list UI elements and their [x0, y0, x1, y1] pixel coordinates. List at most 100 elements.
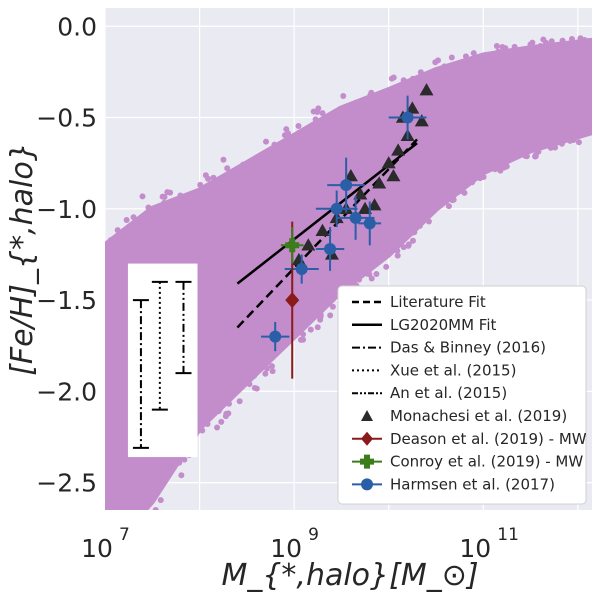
cloud-point [537, 42, 544, 49]
cloud-point [313, 125, 320, 132]
monachesi-point [315, 223, 330, 236]
cloud-point [462, 53, 469, 60]
cloud-point [263, 151, 270, 158]
cloud-point [288, 137, 295, 144]
harmsen-point [330, 202, 343, 215]
monachesi-point [386, 168, 401, 182]
cloud-point [499, 49, 506, 56]
harmsen-point [324, 242, 337, 255]
cloud-point [532, 153, 539, 160]
cloud-point [568, 35, 575, 42]
cloud-point [586, 41, 592, 48]
cloud-point [307, 326, 314, 333]
cloud-point [522, 47, 529, 54]
cloud-band [105, 37, 592, 510]
legend-label: Conroy et al. (2019) - MW [390, 453, 583, 471]
cloud-point [408, 229, 415, 236]
cloud-point [349, 105, 356, 112]
cloud-point [384, 250, 391, 257]
legend-label: LG2020MM Fit [390, 316, 497, 334]
monachesi-point [343, 168, 358, 182]
cloud-point [271, 141, 278, 148]
legend-box [337, 285, 587, 505]
cloud-point [263, 365, 270, 372]
harmsen-point [340, 179, 353, 192]
cloud-point [400, 244, 407, 251]
legend-label: Monachesi et al. (2019) [390, 407, 567, 425]
cloud-point [405, 242, 412, 249]
cloud-point [161, 212, 168, 219]
cloud-point [523, 153, 530, 160]
cloud-point [300, 336, 307, 343]
cloud-point [157, 497, 164, 504]
cloud-point [438, 194, 445, 201]
x-tick-label: 10 [270, 534, 302, 563]
cloud-point [130, 214, 137, 221]
y-tick-label: −2.5 [36, 469, 97, 498]
cloud-point [449, 197, 456, 204]
cloud-point [444, 195, 451, 202]
cloud-point [328, 117, 335, 124]
cloud-point [558, 140, 565, 147]
cloud-point [412, 218, 419, 225]
legend-marker [361, 431, 373, 446]
cloud-point [417, 69, 424, 76]
cloud-point [492, 166, 499, 173]
cloud-point [118, 554, 124, 560]
simulated-halo-cloud [103, 35, 592, 576]
cloud-point [495, 48, 502, 55]
cloud-point [224, 165, 231, 172]
cloud-point [403, 229, 410, 236]
harmsen-point [363, 217, 376, 230]
cloud-point [246, 381, 253, 388]
cloud-point [380, 93, 387, 100]
cloud-point [563, 132, 570, 139]
monachesi-point [367, 198, 382, 211]
legend-label: Xue et al. (2015) [390, 361, 516, 379]
cloud-point [552, 144, 559, 151]
legend-marker [361, 410, 373, 421]
cloud-point [452, 65, 459, 72]
cloud-point [154, 217, 161, 224]
cloud-point [268, 363, 275, 370]
deason-point [285, 292, 300, 309]
cloud-point [158, 469, 165, 476]
legend-label: Harmsen et al. (2017) [390, 475, 555, 493]
x-tick-exponent: 11 [497, 525, 519, 545]
cloud-point [114, 227, 121, 234]
cloud-point [113, 550, 119, 556]
cloud-point [160, 202, 167, 209]
cloud-point [144, 209, 151, 216]
cloud-point [394, 247, 401, 254]
cloud-point [570, 137, 577, 144]
cloud-point [477, 175, 484, 182]
cloud-point [103, 570, 109, 576]
cloud-point [459, 188, 466, 195]
cloud-point [251, 372, 258, 379]
cloud-point [524, 145, 531, 152]
cloud-point [271, 151, 278, 158]
monachesi-point [358, 201, 373, 215]
cloud-point [425, 218, 432, 225]
monachesi-point [391, 143, 406, 156]
cloud-point [383, 263, 390, 270]
cloud-point [420, 75, 427, 82]
cloud-point [493, 43, 500, 50]
cloud-point [356, 276, 363, 283]
cloud-point [336, 114, 343, 121]
cloud-point [433, 202, 440, 209]
conroy-point [285, 238, 300, 253]
cloud-point [177, 192, 184, 199]
cloud-point [164, 189, 171, 196]
cloud-point [210, 174, 217, 181]
cloud-point [217, 399, 224, 406]
cloud-point [181, 456, 188, 463]
cloud-point [416, 222, 423, 229]
x-tick-exponent: 7 [119, 525, 130, 545]
cloud-point [317, 313, 324, 320]
cloud-point [198, 185, 205, 192]
cloud-point [139, 526, 145, 532]
cloud-point [123, 216, 130, 223]
cloud-point [139, 222, 146, 229]
